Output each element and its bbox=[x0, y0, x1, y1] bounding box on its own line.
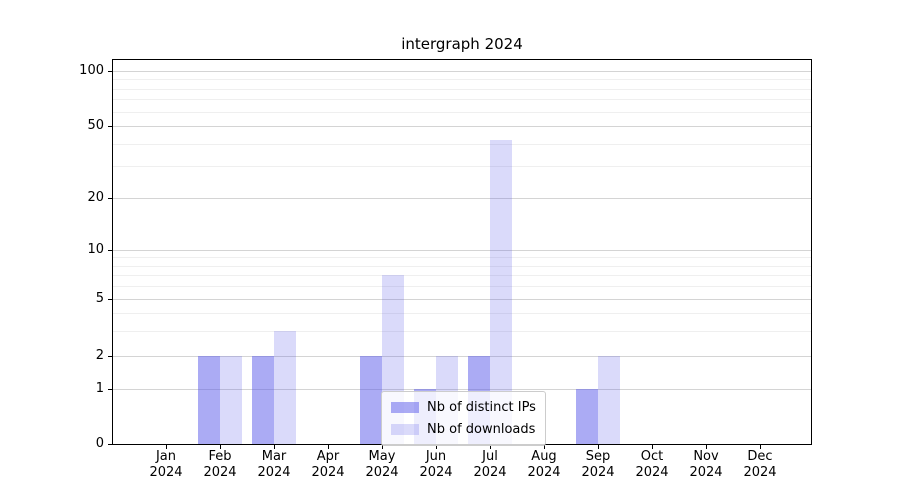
x-tick-mark-may bbox=[382, 444, 383, 449]
gridline-minor-9 bbox=[113, 257, 811, 259]
y-tick-label-2: 2 bbox=[95, 348, 104, 363]
y-tick-label-1: 1 bbox=[95, 380, 104, 396]
x-tick-label-apr: Apr 2024 bbox=[311, 449, 345, 480]
y-tick-label-100: 100 bbox=[79, 63, 104, 78]
gridline-minor-3 bbox=[113, 330, 811, 332]
x-tick-label-oct: Oct 2024 bbox=[635, 449, 669, 480]
gridline-minor-4 bbox=[113, 312, 811, 314]
gridline-minor-60 bbox=[113, 111, 811, 113]
bar-may-distinct-ips bbox=[360, 356, 382, 444]
legend-item-distinct-ips: Nb of distinct IPs bbox=[391, 398, 536, 417]
y-tick-label-5: 5 bbox=[95, 291, 104, 306]
y-tick-mark-5 bbox=[108, 299, 113, 300]
chart-title: intergraph 2024 bbox=[401, 35, 523, 53]
bar-mar-downloads bbox=[274, 330, 296, 444]
gridlines bbox=[113, 60, 811, 444]
x-tick-label-sep: Sep 2024 bbox=[581, 449, 615, 480]
bar-feb-distinct-ips bbox=[198, 356, 220, 444]
x-tick-mark-nov bbox=[706, 444, 707, 449]
gridline-minor-8 bbox=[113, 265, 811, 267]
x-tick-label-jul: Jul 2024 bbox=[473, 449, 507, 480]
y-tick-mark-100 bbox=[108, 71, 113, 72]
gridline-major-20 bbox=[113, 198, 811, 199]
x-tick-label-aug: Aug 2024 bbox=[527, 449, 561, 480]
legend-label-distinct-ips: Nb of distinct IPs bbox=[427, 400, 536, 415]
bar-sep-downloads bbox=[598, 356, 620, 444]
legend-label-downloads: Nb of downloads bbox=[427, 422, 536, 437]
gridline-minor-80 bbox=[113, 88, 811, 90]
bars bbox=[113, 60, 811, 444]
y-tick-mark-10 bbox=[108, 250, 113, 251]
gridline-minor-70 bbox=[113, 99, 811, 101]
gridline-minor-30 bbox=[113, 166, 811, 168]
gridline-major-2 bbox=[113, 356, 811, 357]
bar-mar-distinct-ips bbox=[252, 356, 274, 444]
x-tick-label-mar: Mar 2024 bbox=[257, 449, 291, 480]
x-tick-mark-jun bbox=[436, 444, 437, 449]
x-tick-label-nov: Nov 2024 bbox=[689, 449, 723, 480]
x-tick-label-feb: Feb 2024 bbox=[203, 449, 237, 480]
x-tick-label-dec: Dec 2024 bbox=[743, 449, 777, 480]
legend-item-downloads: Nb of downloads bbox=[391, 420, 536, 439]
x-tick-mark-jan bbox=[166, 444, 167, 449]
y-tick-mark-50 bbox=[108, 126, 113, 127]
y-tick-label-0: 0 bbox=[95, 436, 104, 451]
bar-feb-downloads bbox=[220, 356, 242, 444]
legend-swatch-downloads bbox=[391, 424, 419, 435]
bar-jul-downloads bbox=[490, 139, 512, 444]
y-tick-mark-2 bbox=[108, 356, 113, 357]
gridline-major-1 bbox=[113, 388, 811, 390]
x-tick-mark-feb bbox=[220, 444, 221, 449]
x-tick-label-jun: Jun 2024 bbox=[419, 449, 453, 480]
legend-swatch-distinct-ips bbox=[391, 402, 419, 413]
x-tick-mark-jul bbox=[490, 444, 491, 449]
gridline-minor-6 bbox=[113, 286, 811, 288]
y-tick-label-50: 50 bbox=[87, 118, 104, 133]
legend: Nb of distinct IPs Nb of downloads bbox=[381, 391, 546, 446]
gridline-minor-90 bbox=[113, 79, 811, 81]
gridline-major-10 bbox=[113, 250, 811, 251]
x-tick-label-may: May 2024 bbox=[365, 449, 399, 480]
x-tick-label-jan: Jan 2024 bbox=[149, 449, 183, 480]
x-tick-mark-sep bbox=[598, 444, 599, 449]
gridline-minor-40 bbox=[113, 143, 811, 145]
x-tick-mark-mar bbox=[274, 444, 275, 449]
y-tick-mark-0 bbox=[108, 444, 113, 445]
y-tick-mark-1 bbox=[108, 388, 113, 390]
plot-area: Nb of distinct IPs Nb of downloads bbox=[112, 59, 812, 446]
gridline-major-50 bbox=[113, 126, 811, 127]
y-tick-mark-20 bbox=[108, 198, 113, 199]
x-tick-mark-dec bbox=[760, 444, 761, 449]
x-tick-mark-oct bbox=[652, 444, 653, 449]
x-tick-mark-aug bbox=[544, 444, 545, 449]
gridline-major-5 bbox=[113, 299, 811, 300]
gridline-major-100 bbox=[113, 71, 811, 72]
x-tick-mark-apr bbox=[328, 444, 329, 449]
y-tick-label-20: 20 bbox=[87, 190, 104, 205]
gridline-minor-7 bbox=[113, 275, 811, 277]
y-tick-label-10: 10 bbox=[87, 242, 104, 257]
bar-sep-distinct-ips bbox=[576, 388, 598, 444]
